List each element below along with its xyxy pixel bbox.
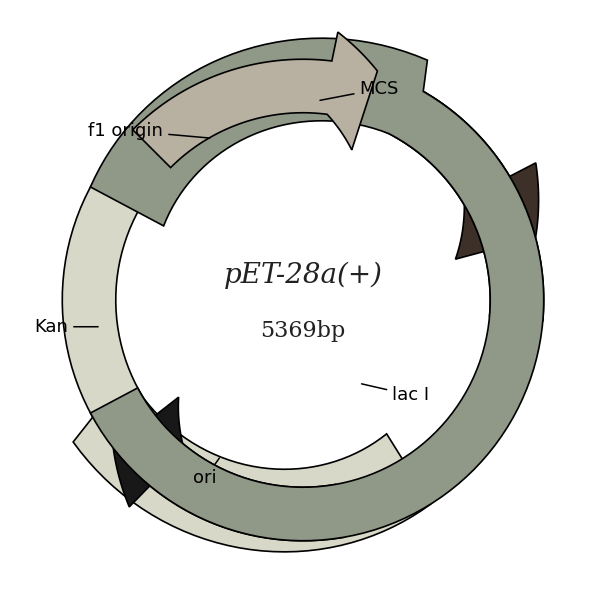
Text: f1 origin: f1 origin: [88, 122, 210, 140]
Polygon shape: [62, 59, 544, 552]
Text: MCS: MCS: [320, 80, 399, 100]
Polygon shape: [396, 92, 539, 259]
Polygon shape: [133, 32, 378, 167]
Polygon shape: [90, 38, 544, 541]
Text: Kan: Kan: [35, 318, 98, 336]
Text: lac I: lac I: [362, 384, 429, 404]
Polygon shape: [113, 397, 345, 541]
Text: pET-28a(+): pET-28a(+): [224, 262, 382, 289]
Text: 5369bp: 5369bp: [261, 320, 345, 342]
Text: ori: ori: [193, 458, 219, 487]
